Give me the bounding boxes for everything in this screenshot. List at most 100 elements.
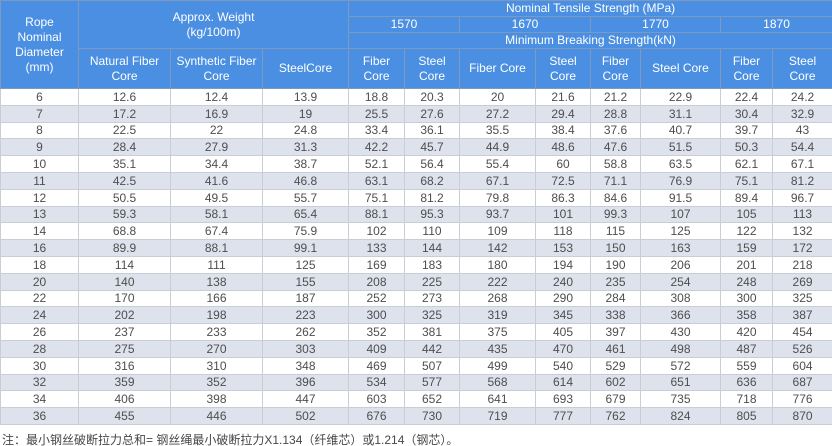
cell-value: 138 — [170, 272, 263, 291]
header-grade-1870: 1870 — [719, 16, 832, 33]
cell-value: 405 — [535, 323, 591, 341]
cell-value: 22 — [170, 121, 263, 140]
cell-value: 805 — [720, 407, 773, 425]
cell-value: 300 — [348, 306, 405, 325]
cell-value: 240 — [535, 272, 591, 291]
cell-value: 125 — [262, 255, 349, 274]
header-steel-core-1770: Steel Core — [640, 48, 721, 89]
table-row: 16 89.9 88.1 99.1 133 144 142 153 150 163 159 172 — [0, 239, 832, 257]
cell-value: 252 — [348, 289, 405, 308]
cell-value: 534 — [348, 373, 405, 392]
cell-value: 19 — [262, 104, 349, 123]
cell-value: 526 — [771, 339, 832, 358]
cell-diameter: 12 — [0, 188, 79, 207]
table-row: 9 28.4 27.9 31.3 42.2 45.7 44.9 48.6 47.6 51.5 50.… — [0, 138, 832, 157]
cell-value: 41.6 — [170, 171, 263, 190]
cell-value: 446 — [170, 407, 263, 425]
table-row: 28 275 270 303 409 442 435 470 461 498 487 526 — [0, 339, 832, 358]
table-row: 32 359 352 396 534 577 568 614 602 651 636 687 — [0, 373, 832, 392]
cell-value: 16.9 — [170, 104, 263, 123]
cell-value: 118 — [535, 222, 591, 241]
cell-value: 269 — [771, 272, 832, 291]
cell-value: 86.3 — [535, 188, 591, 207]
cell-value: 38.7 — [262, 155, 349, 173]
cell-value: 55.7 — [262, 188, 349, 207]
cell-value: 12.6 — [78, 88, 171, 106]
table-row: 22 170 166 187 252 273 268 290 284 308 300 325 — [0, 289, 832, 308]
cell-value: 96.7 — [771, 188, 832, 207]
header-grade-1570: 1570 — [348, 16, 460, 33]
cell-value: 21.6 — [535, 88, 591, 106]
header-synthetic-fiber-core: Synthetic Fiber Core — [170, 48, 263, 89]
cell-value: 348 — [262, 356, 349, 375]
cell-value: 140 — [78, 272, 171, 291]
cell-value: 300 — [720, 289, 773, 308]
table-row: 36 455 446 502 676 730 719 777 762 824 805 870 — [0, 407, 832, 425]
cell-value: 24.2 — [771, 88, 832, 106]
cell-value: 719 — [459, 407, 536, 425]
table-row: 26 237 233 262 352 381 375 405 397 430 420 454 — [0, 323, 832, 341]
cell-value: 67.1 — [771, 155, 832, 173]
cell-value: 284 — [590, 289, 641, 308]
cell-value: 735 — [640, 390, 721, 409]
cell-value: 273 — [404, 289, 460, 308]
header-fiber-core-1570: Fiber Core — [348, 48, 405, 89]
cell-value: 352 — [170, 373, 263, 392]
cell-value: 65.4 — [262, 205, 349, 224]
cell-value: 58.8 — [590, 155, 641, 173]
cell-diameter: 24 — [0, 306, 79, 325]
cell-value: 27.2 — [459, 104, 536, 123]
cell-value: 52.1 — [348, 155, 405, 173]
cell-value: 233 — [170, 323, 263, 341]
cell-diameter: 7 — [0, 104, 79, 123]
cell-value: 32.9 — [771, 104, 832, 123]
cell-value: 470 — [535, 339, 591, 358]
cell-value: 540 — [535, 356, 591, 375]
cell-value: 29.4 — [535, 104, 591, 123]
header-steel-core-1670: Steel Core — [535, 48, 591, 89]
cell-value: 122 — [720, 222, 773, 241]
cell-value: 166 — [170, 289, 263, 308]
cell-value: 44.9 — [459, 138, 536, 157]
cell-value: 33.4 — [348, 121, 405, 140]
cell-value: 824 — [640, 407, 721, 425]
cell-value: 59.3 — [78, 205, 171, 224]
cell-value: 76.9 — [640, 171, 721, 190]
cell-value: 308 — [640, 289, 721, 308]
cell-value: 13.9 — [262, 88, 349, 106]
cell-value: 31.3 — [262, 138, 349, 157]
cell-value: 325 — [771, 289, 832, 308]
header-grade-1670: 1670 — [459, 16, 591, 33]
cell-value: 651 — [640, 373, 721, 392]
cell-value: 163 — [640, 239, 721, 257]
cell-value: 461 — [590, 339, 641, 358]
cell-value: 101 — [535, 205, 591, 224]
cell-value: 237 — [78, 323, 171, 341]
cell-value: 113 — [771, 205, 832, 224]
cell-value: 75.1 — [720, 171, 773, 190]
cell-value: 42.2 — [348, 138, 405, 157]
cell-value: 110 — [404, 222, 460, 241]
cell-value: 62.1 — [720, 155, 773, 173]
cell-diameter: 9 — [0, 138, 79, 157]
cell-value: 652 — [404, 390, 460, 409]
cell-value: 202 — [78, 306, 171, 325]
cell-value: 499 — [459, 356, 536, 375]
cell-value: 55.4 — [459, 155, 536, 173]
header-diameter: Rope Nominal Diameter (mm) — [0, 0, 79, 89]
cell-value: 529 — [590, 356, 641, 375]
cell-value: 614 — [535, 373, 591, 392]
cell-value: 39.7 — [720, 121, 773, 140]
table-row: 11 42.5 41.6 46.8 63.1 68.2 67.1 72.5 71.1 76.9 75… — [0, 171, 832, 190]
cell-value: 206 — [640, 255, 721, 274]
cell-value: 142 — [459, 239, 536, 257]
cell-value: 319 — [459, 306, 536, 325]
cell-value: 358 — [720, 306, 773, 325]
cell-value: 248 — [720, 272, 773, 291]
cell-value: 71.1 — [590, 171, 641, 190]
cell-value: 397 — [590, 323, 641, 341]
cell-value: 225 — [404, 272, 460, 291]
cell-value: 870 — [771, 407, 832, 425]
header-natural-fiber-core: Natural Fiber Core — [78, 48, 171, 89]
